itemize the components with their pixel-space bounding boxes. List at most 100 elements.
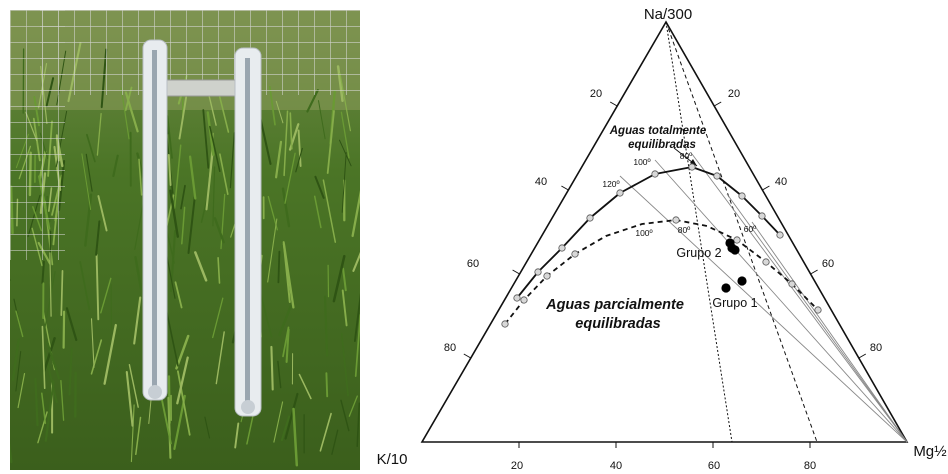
- left-edge-tick-mark: [609, 101, 618, 107]
- grass-blade: [351, 190, 360, 238]
- partial-curve-point: [788, 280, 796, 288]
- grass-blade: [96, 113, 102, 156]
- grass-blade: [125, 371, 134, 427]
- grass-blade: [273, 401, 284, 443]
- grass-blade: [112, 154, 119, 178]
- temp-full-80: 80º: [680, 151, 693, 161]
- grass-blade: [292, 407, 299, 467]
- grass-blade: [81, 153, 92, 210]
- grass-blade: [138, 158, 143, 196]
- partial-curve-point: [672, 216, 680, 224]
- right-tick-60: 60: [822, 258, 834, 270]
- grass-blade: [340, 111, 350, 159]
- photo-thermometers-in-grass: [10, 10, 360, 470]
- right-edge-tick-mark: [858, 353, 867, 359]
- grass-blade: [44, 380, 55, 442]
- annotation-partial-line2: equilibradas: [575, 316, 660, 332]
- grass-blade: [326, 110, 335, 174]
- right-tick-20: 20: [728, 88, 740, 100]
- partial-curve-point: [814, 306, 822, 314]
- full-curve-point: [586, 214, 594, 222]
- grass-blade: [10, 441, 13, 464]
- grass-blade: [46, 341, 61, 380]
- dotted-line-apex: [665, 21, 733, 443]
- left-edge-tick-mark: [561, 185, 569, 191]
- grass-blade: [212, 297, 224, 339]
- right-edge-tick-mark: [762, 185, 770, 191]
- grass-blade: [124, 91, 139, 133]
- temp-full-100: 100º: [633, 157, 650, 167]
- grass-blade: [62, 310, 66, 349]
- grass-blade: [267, 195, 278, 231]
- grass-blade: [167, 153, 172, 187]
- grass-blade: [212, 166, 216, 227]
- grass-blade: [209, 125, 221, 173]
- grass-blade: [134, 256, 143, 291]
- grass-blade: [178, 96, 188, 140]
- full-curve-point: [513, 294, 521, 302]
- annotation-full-line1: Aguas totalmente: [609, 125, 707, 137]
- grass-blade: [277, 250, 281, 284]
- grass-blade: [176, 356, 189, 405]
- temp-partial-100: 100º: [635, 228, 652, 238]
- grass-blade: [275, 100, 284, 124]
- isotherm-line: [654, 159, 908, 443]
- grass-blade: [167, 396, 172, 459]
- grass-blade: [283, 110, 289, 177]
- full-curve-point: [776, 231, 784, 239]
- grass-blade: [215, 331, 225, 385]
- full-curve-point: [758, 212, 766, 220]
- grass-blade: [42, 271, 56, 337]
- apex-label-k: K/10: [377, 451, 408, 468]
- grass-blade: [194, 251, 208, 282]
- grass-blade: [95, 253, 100, 321]
- grass-blade: [41, 260, 45, 285]
- grass-blade: [100, 277, 112, 314]
- right-edge-tick-mark: [713, 101, 722, 107]
- grass-blade: [173, 144, 182, 209]
- isotherm-line: [726, 193, 908, 443]
- grass-blade: [133, 296, 142, 345]
- right-tick-80: 80: [870, 342, 882, 354]
- grass-blade: [187, 195, 196, 254]
- diagram-lines: [420, 20, 909, 448]
- grass-blade: [103, 323, 117, 385]
- grass-blade: [174, 281, 183, 309]
- grass-blade: [60, 380, 65, 421]
- grass-blade: [188, 155, 197, 200]
- grass-blade: [90, 318, 95, 368]
- grass-blade: [341, 152, 347, 213]
- grass-blade: [229, 132, 235, 189]
- left-tick-40: 40: [535, 176, 547, 188]
- grass-blade: [60, 270, 64, 316]
- partial-curve-point: [733, 236, 741, 244]
- ternary-na-k-mg-diagram: Na/300 K/10 Mg½ 20 40 60 80 20 40 60 80 …: [377, 6, 948, 472]
- grass-blade: [220, 193, 226, 250]
- full-curve-point: [713, 172, 721, 180]
- right-edge-tick-mark: [810, 269, 818, 275]
- grass-blade: [68, 347, 73, 396]
- grass-blade: [34, 377, 39, 427]
- grass-blade: [267, 218, 278, 283]
- grass-blade: [277, 360, 282, 389]
- grass-blades: [10, 42, 360, 467]
- grass-blade: [342, 267, 347, 292]
- grass-blade: [97, 195, 108, 232]
- grass-blade: [354, 314, 360, 377]
- bottom-tick-20: 20: [511, 460, 523, 472]
- grass-blade: [206, 111, 215, 156]
- grass-blade: [65, 307, 78, 342]
- grass-blade: [275, 140, 283, 179]
- partial-equilibrium-curve: [504, 219, 819, 325]
- grass-blade: [278, 305, 292, 337]
- annotation-partial-line1: Aguas parcialmente: [545, 297, 684, 313]
- sample-point: [737, 276, 747, 286]
- isotherm-line: [691, 153, 908, 443]
- triangle-outline: [420, 20, 909, 443]
- full-curve-point: [558, 244, 566, 252]
- grass-blade: [284, 152, 296, 204]
- grass-blade: [181, 206, 186, 245]
- isotherm-line: [751, 221, 908, 443]
- grass-blade: [289, 112, 293, 150]
- left-edge-tick-mark: [463, 353, 472, 359]
